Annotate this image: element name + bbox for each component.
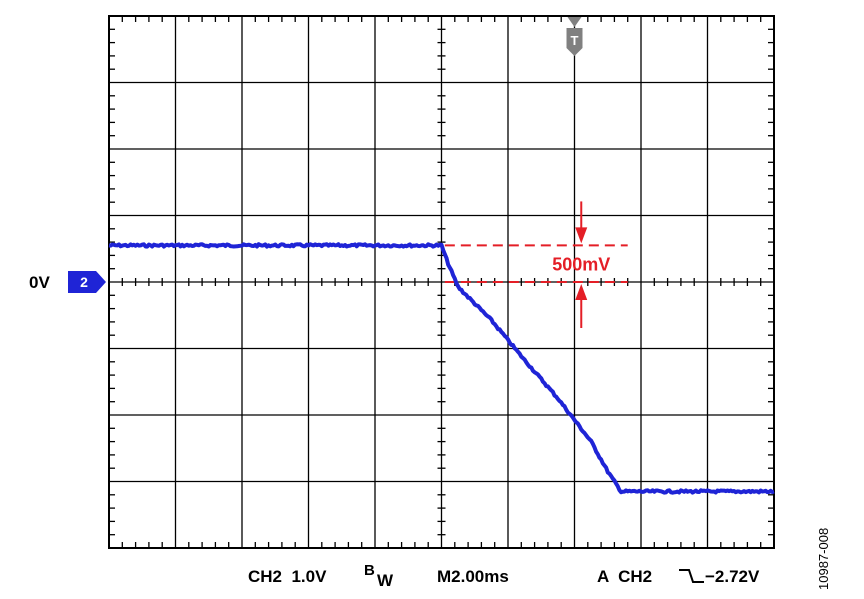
figure-id: 10987-008: [816, 528, 831, 590]
ground-level-label: 0V: [29, 273, 50, 292]
trigger-level: −2.72V: [705, 567, 760, 586]
channel-number: 2: [80, 274, 88, 290]
series-line: [108, 242, 775, 495]
channel-scale: CH2 1.0V: [248, 567, 327, 586]
ground-marker: 0V 2: [29, 271, 106, 293]
trigger-label: T: [571, 33, 579, 48]
measurement-label: 500mV: [552, 255, 610, 275]
falling-edge-icon: [679, 569, 704, 583]
plot-frame: [108, 15, 775, 549]
trigger-box-icon: [566, 28, 583, 56]
arrow-up-icon: [575, 284, 588, 300]
trigger-triangle-icon: [567, 17, 582, 27]
status-bar: CH2 1.0V B W M2.00ms A CH2 −2.72V: [248, 562, 760, 590]
arrow-down-icon: [575, 227, 588, 244]
measurement-annotation: 500mV: [444, 201, 628, 328]
timebase: M2.00ms: [437, 567, 509, 586]
trigger-marker: T: [566, 17, 583, 56]
trigger-source: A CH2: [597, 567, 652, 586]
channel-badge-icon: [68, 271, 106, 293]
graticule: [109, 16, 774, 548]
bandwidth-limit-sub: W: [377, 571, 394, 590]
bandwidth-limit-main: B: [364, 562, 375, 579]
